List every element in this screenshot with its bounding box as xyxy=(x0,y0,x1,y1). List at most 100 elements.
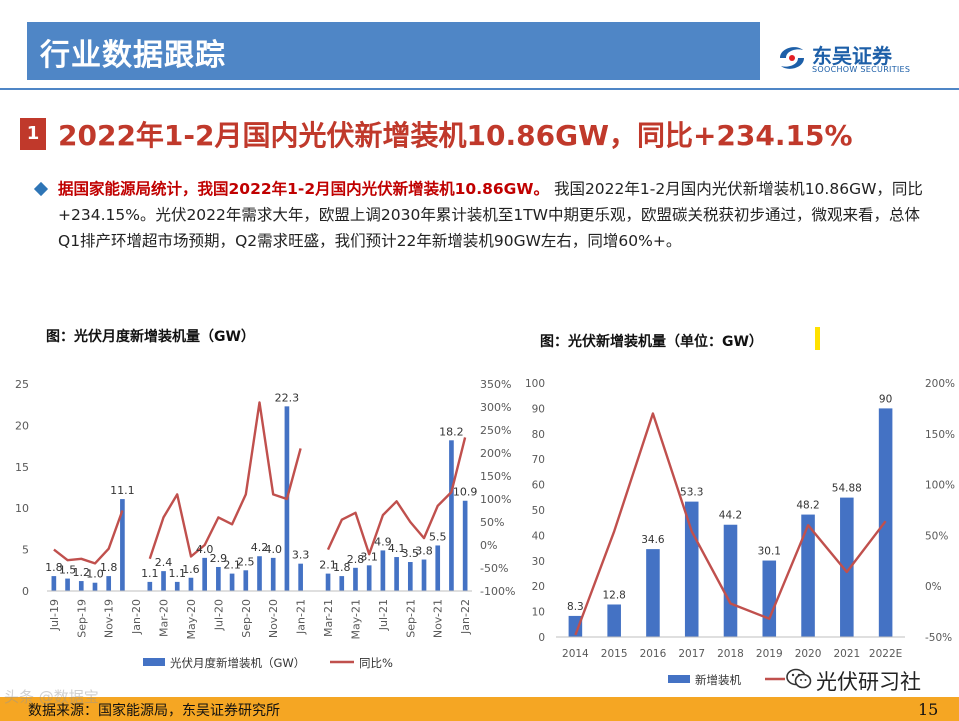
y-left-tick-label: 90 xyxy=(532,403,545,415)
bar-data-label: 3.8 xyxy=(415,545,433,558)
bar xyxy=(174,581,180,591)
bar xyxy=(394,557,399,591)
bar xyxy=(325,573,331,591)
x-tick-label: Sep-21 xyxy=(404,599,417,638)
logo-mark-icon xyxy=(780,47,804,69)
bar-data-label: 12.8 xyxy=(602,589,625,601)
bar-data-label: 1.1 xyxy=(141,567,159,580)
bar xyxy=(106,576,112,591)
x-tick-label: Jan-20 xyxy=(130,599,143,635)
x-tick-label: 2014 xyxy=(562,648,589,660)
y-left-tick-label: 70 xyxy=(532,454,545,466)
bar-data-label: 1.5 xyxy=(59,564,77,577)
section-number: 1 xyxy=(20,118,46,150)
bar-data-label: 30.1 xyxy=(758,546,781,558)
y-right-tick-label: 50% xyxy=(480,516,504,529)
header-divider xyxy=(0,88,959,90)
x-tick-label: Mar-20 xyxy=(158,599,171,637)
watermark-right-text: 光伏研习社 xyxy=(816,670,921,694)
header-bar xyxy=(27,22,760,80)
y-right-tick-label: -100% xyxy=(480,585,515,598)
bar xyxy=(568,615,583,637)
section-headline: 2022年1-2月国内光伏新增装机10.86GW，同比+234.15% xyxy=(58,119,853,152)
bar xyxy=(216,566,221,591)
y-left-tick-label: 60 xyxy=(532,480,545,492)
chart-monthly: 0 5 10 15 20 25 -100% -50% 0% 50% 100% 150% 200% 250%… xyxy=(15,378,515,670)
bar-data-label: 10.9 xyxy=(453,486,478,499)
y-left-tick-label: 0 xyxy=(22,585,29,598)
y-right-tick-label: -50% xyxy=(480,562,508,575)
page-number: 15 xyxy=(918,700,939,719)
x-tick-label: Jan-22 xyxy=(459,599,472,635)
y-right-tick-label: 200% xyxy=(925,378,955,390)
bar xyxy=(65,578,70,591)
y-right-tick-label: 150% xyxy=(925,429,955,441)
bar xyxy=(120,499,125,591)
x-tick-label: 2017 xyxy=(678,648,705,660)
y-right-tick-label: 300% xyxy=(480,401,511,414)
bar xyxy=(92,582,98,591)
y-right-tick-label: 200% xyxy=(480,447,511,460)
bar-data-label: 2.8 xyxy=(347,553,365,566)
legend-bar-label: 新增装机 xyxy=(695,673,741,687)
bar-data-label: 5.5 xyxy=(429,530,447,543)
yoy-line xyxy=(574,412,887,636)
x-tick-label: Jul-21 xyxy=(377,599,390,631)
y-left-tick-label: 80 xyxy=(532,429,545,441)
footer-bar xyxy=(0,697,959,721)
bar xyxy=(840,497,854,637)
bar xyxy=(51,576,57,591)
x-tick-label: 2015 xyxy=(601,648,628,660)
bar-data-label: 18.2 xyxy=(439,425,464,438)
bar xyxy=(607,604,621,637)
legend-bar-label: 光伏月度新增装机（GW） xyxy=(170,656,305,670)
y-left-tick-label: 5 xyxy=(22,544,29,557)
bar xyxy=(161,571,166,591)
x-tick-label: Nov-19 xyxy=(103,599,116,638)
legend-bar-swatch xyxy=(668,675,690,683)
page-title: 行业数据跟踪 xyxy=(40,38,226,73)
bar-data-label: 1.8 xyxy=(333,561,351,574)
x-tick-label: 2022E xyxy=(869,648,902,660)
x-tick-label: May-20 xyxy=(185,599,198,640)
bar xyxy=(147,581,153,591)
x-tick-label: 2019 xyxy=(756,648,783,660)
highlight-marker xyxy=(815,327,820,350)
bar-data-label: 4.1 xyxy=(388,542,406,555)
y-right-tick-label: 250% xyxy=(480,424,511,437)
bar-data-label: 2.1 xyxy=(223,559,241,572)
x-tick-label: Nov-20 xyxy=(267,599,280,638)
y-left-tick-label: 40 xyxy=(532,530,545,542)
bar-data-label: 2.1 xyxy=(319,559,337,572)
y-left-tick-label: 10 xyxy=(532,607,545,619)
x-tick-label: 2021 xyxy=(833,648,860,660)
y-left-tick-label: 25 xyxy=(15,378,29,391)
bar xyxy=(723,524,738,637)
bar xyxy=(380,550,386,591)
x-tick-label: Jul-20 xyxy=(212,599,225,631)
bar-data-label: 54.88 xyxy=(832,483,862,495)
y-left-tick-label: 20 xyxy=(532,581,545,593)
x-tick-label: Mar-21 xyxy=(322,599,335,637)
bar xyxy=(353,567,358,591)
y-right-tick-label: 100% xyxy=(925,480,955,492)
y-left-tick-label: 30 xyxy=(532,556,545,568)
legend-line-label: 同比% xyxy=(359,656,393,670)
bar-data-label: 1.1 xyxy=(168,567,186,580)
bar xyxy=(801,514,815,637)
y-left-tick-label: 0 xyxy=(538,632,545,644)
bar xyxy=(339,576,345,591)
y-left-tick-label: 100 xyxy=(525,378,545,390)
y-right-tick-label: 350% xyxy=(480,378,511,391)
bar xyxy=(462,500,468,591)
bar-data-label: 34.6 xyxy=(641,534,665,546)
y-right-tick-label: -50% xyxy=(925,632,952,644)
y-left-tick-label: 50 xyxy=(532,505,545,517)
x-tick-label: Jan-21 xyxy=(295,599,308,635)
bar xyxy=(435,545,441,591)
y-right-tick-label: 0% xyxy=(480,539,497,552)
x-tick-label: 2016 xyxy=(640,648,667,660)
y-left-tick-label: 15 xyxy=(15,461,29,474)
bar xyxy=(421,559,427,591)
bar xyxy=(762,560,777,637)
